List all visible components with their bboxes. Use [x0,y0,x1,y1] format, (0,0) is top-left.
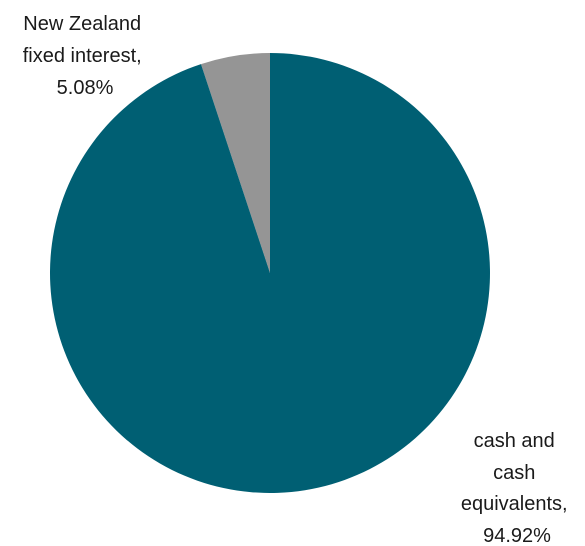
slice-label-line: equivalents, [461,493,568,515]
slice-label-cash-and-cash-equivalents: cash and cash equivalents, 94.92% [461,430,573,546]
pie-slice-new-zealand-fixed-interest [200,53,270,273]
slice-labels: New Zealand fixed interest, 5.08% cash a… [23,13,573,546]
slice-label-line: New Zealand [23,13,141,35]
slice-label-line: fixed interest, [23,45,142,67]
pie-slices [49,53,490,493]
slice-label-value: 94.92% [483,525,551,546]
slice-label-line: cash and [474,430,555,452]
slice-label-new-zealand-fixed-interest: New Zealand fixed interest, 5.08% [23,13,148,99]
slice-label-value: 5.08% [57,77,114,99]
pie-slice-cash-and-cash-equivalents [49,53,490,493]
slice-label-line: cash [493,462,535,484]
